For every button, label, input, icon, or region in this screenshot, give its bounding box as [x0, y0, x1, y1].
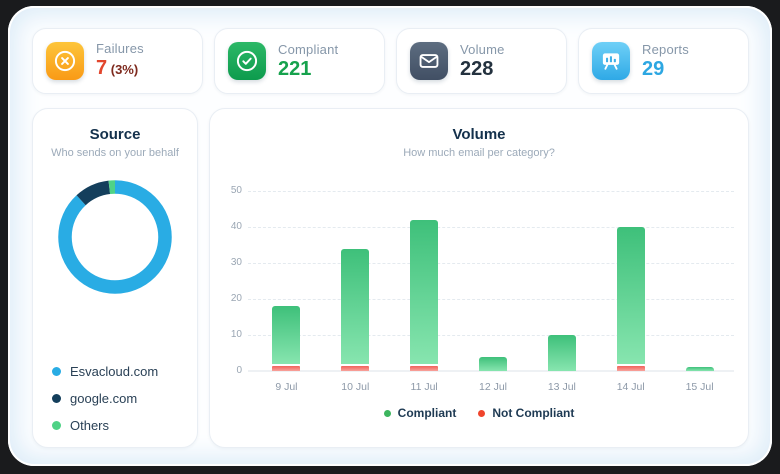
stats-row: Failures 7 (3%) Compliant 221	[32, 28, 749, 94]
panels-row: Source Who sends on your behalf Esvaclou…	[32, 108, 749, 448]
legend-label: Others	[70, 418, 110, 433]
stat-card-volume[interactable]: Volume 228	[396, 28, 567, 94]
volume-title: Volume	[452, 126, 506, 143]
bar-slot	[596, 227, 665, 371]
gridline	[248, 191, 734, 192]
legend-dot	[52, 394, 61, 403]
stacked-bar	[272, 306, 301, 371]
stacked-bar	[341, 248, 370, 371]
bar-slot	[459, 356, 528, 371]
y-tick-label: 40	[230, 221, 242, 232]
y-tick-label: 10	[230, 329, 242, 340]
x-tick-label: 15 Jul	[685, 381, 714, 393]
presentation-icon	[592, 42, 630, 80]
stat-label: Failures	[96, 41, 144, 56]
legend-item-esvacloud[interactable]: Esvacloud.com	[52, 364, 158, 379]
legend-label: google.com	[70, 391, 138, 406]
compliant-segment	[272, 306, 301, 364]
stacked-bar	[547, 335, 576, 371]
source-panel: Source Who sends on your behalf Esvaclou…	[32, 108, 198, 448]
bars-container	[252, 191, 734, 371]
x-tick-label: 10 Jul	[341, 381, 370, 393]
x-tick-label: 12 Jul	[478, 381, 508, 393]
dashboard-window: Failures 7 (3%) Compliant 221	[8, 6, 772, 466]
gridline	[248, 335, 734, 336]
stat-label: Reports	[642, 42, 689, 57]
stat-value: 221	[278, 58, 312, 80]
gridline	[248, 299, 734, 300]
bar-slot	[665, 367, 734, 371]
legend-item-not-compliant[interactable]: Not Compliant	[478, 406, 574, 420]
legend-label: Not Compliant	[492, 406, 575, 420]
compliant-segment	[341, 248, 370, 364]
not-compliant-segment	[410, 365, 439, 371]
y-tick-label: 30	[230, 257, 242, 268]
stat-label: Volume	[460, 42, 505, 57]
bar-slot	[252, 306, 321, 371]
gridline	[248, 370, 734, 372]
compliant-segment	[479, 356, 507, 371]
legend-item-others[interactable]: Others	[52, 418, 158, 433]
stat-value: 228	[460, 58, 494, 80]
legend-dot	[383, 409, 391, 417]
x-tick-label: 14 Jul	[616, 381, 645, 393]
legend-dot	[478, 409, 486, 417]
stat-card-reports[interactable]: Reports 29	[578, 28, 749, 94]
source-donut-chart	[55, 177, 175, 297]
not-compliant-segment	[616, 365, 645, 371]
gridline	[248, 227, 734, 228]
compliant-segment	[547, 335, 576, 371]
compliant-segment	[410, 219, 439, 364]
stat-label: Compliant	[278, 42, 339, 57]
volume-subtitle: How much email per category?	[403, 147, 555, 159]
envelope-icon	[410, 42, 448, 80]
circle-check-icon	[228, 42, 266, 80]
legend-label: Esvacloud.com	[70, 364, 159, 379]
legend-dot	[52, 421, 61, 430]
bar-slot	[390, 219, 459, 371]
source-legend: Esvacloud.com google.com Others	[52, 364, 158, 433]
stat-value: 7 (3%)	[96, 57, 139, 79]
circle-x-icon	[46, 42, 84, 80]
stat-suffix: (3%)	[107, 62, 139, 77]
legend-item-compliant[interactable]: Compliant	[383, 406, 457, 420]
y-tick-label: 20	[230, 293, 242, 304]
stat-card-failures[interactable]: Failures 7 (3%)	[32, 28, 203, 94]
legend-label: Compliant	[397, 406, 457, 420]
stacked-bar	[479, 356, 507, 371]
x-axis-labels: 9 Jul 10 Jul 11 Jul 12 Jul 13 Jul 14 Jul 15 Ju…	[252, 381, 734, 393]
x-tick-label: 9 Jul	[275, 381, 298, 393]
y-tick-label: 50	[230, 185, 242, 196]
gridline	[248, 263, 734, 264]
stat-card-compliant[interactable]: Compliant 221	[214, 28, 385, 94]
bar-slot	[527, 335, 596, 371]
compliant-segment	[616, 227, 645, 364]
legend-item-google[interactable]: google.com	[52, 391, 158, 406]
legend-dot	[52, 367, 61, 376]
volume-legend: Compliant Not Compliant	[210, 406, 748, 420]
source-subtitle: Who sends on your behalf	[51, 147, 179, 159]
volume-panel: Volume How much email per category? 0 10 2…	[209, 108, 749, 448]
stat-value: 29	[642, 58, 665, 80]
not-compliant-segment	[272, 365, 301, 371]
compliant-segment	[685, 367, 714, 371]
stacked-bar	[685, 367, 714, 371]
stacked-bar	[410, 219, 439, 371]
bar-slot	[321, 248, 390, 371]
bar-plot: 0 10 20 30 40 50	[231, 185, 734, 376]
not-compliant-segment	[341, 365, 370, 371]
y-tick-label: 0	[236, 365, 242, 376]
stacked-bar	[616, 227, 645, 371]
source-title: Source	[89, 126, 141, 143]
x-tick-label: 11 Jul	[410, 381, 438, 393]
donut-svg	[58, 180, 172, 294]
x-tick-label: 13 Jul	[547, 381, 576, 393]
